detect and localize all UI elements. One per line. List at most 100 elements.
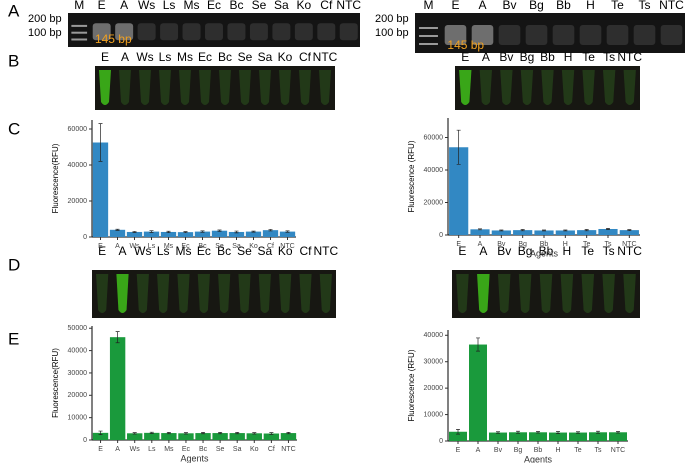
tube-label: A <box>479 244 487 258</box>
x-tick-label: Bg <box>518 241 527 248</box>
y-tick-label: 30000 <box>68 370 88 377</box>
lane-label: M <box>424 0 434 12</box>
lane-label: Bb <box>556 0 571 12</box>
x-tick-label: Bv <box>497 241 506 248</box>
y-tick-label: 20000 <box>68 198 88 205</box>
lane-label: NTC <box>659 0 684 12</box>
bar <box>262 230 279 237</box>
marker-label: 200 bp <box>375 13 409 25</box>
tube <box>157 274 170 313</box>
tube-label: Ec <box>198 50 212 64</box>
tube-label: Bv <box>499 50 513 64</box>
panel-label: B <box>8 51 19 70</box>
tube-label: E <box>101 50 109 64</box>
error-bar <box>456 429 460 435</box>
lane-label: NTC <box>336 0 361 12</box>
bar <box>92 432 109 440</box>
tube <box>456 274 469 313</box>
error-bar <box>563 229 568 232</box>
tube <box>136 274 149 313</box>
error-bar <box>234 230 239 234</box>
lane-label: Ts <box>639 0 651 12</box>
lane-label: Bv <box>502 0 516 12</box>
ladder-band <box>71 38 88 41</box>
x-tick-label: Cf <box>268 446 275 453</box>
lane-label: H <box>586 0 595 12</box>
tube-label: E <box>458 244 466 258</box>
bar <box>491 230 511 235</box>
error-bar <box>251 230 256 233</box>
tube-label: Ls <box>159 50 172 64</box>
tube <box>459 70 472 105</box>
bar <box>280 433 297 440</box>
x-tick-label: Te <box>583 241 591 248</box>
panel-label: D <box>8 255 20 274</box>
panel-label: E <box>8 329 19 348</box>
bar <box>529 432 547 441</box>
lane-label: E <box>451 0 459 12</box>
lane-glow <box>205 23 223 41</box>
ladder-band <box>71 31 88 34</box>
ladder-band <box>71 24 88 27</box>
lane-glow <box>249 23 268 41</box>
x-tick-label: Bc <box>199 446 208 453</box>
x-tick-label: Ls <box>148 446 156 453</box>
tube <box>99 70 111 105</box>
tube-image <box>92 270 336 318</box>
tube <box>239 70 251 105</box>
tube-label: NTC <box>617 50 642 64</box>
lane-label: Sa <box>274 0 289 12</box>
tube-label: Bv <box>497 244 511 258</box>
lane-glow <box>227 23 246 41</box>
bar <box>229 433 245 440</box>
tube-label: Ko <box>278 50 293 64</box>
tube-image <box>95 66 335 110</box>
tube <box>561 70 575 105</box>
x-tick-label: Bg <box>514 447 523 454</box>
tube-label: Te <box>582 50 595 64</box>
x-tick-label: Se <box>216 446 225 453</box>
tube <box>179 70 191 105</box>
y-tick-label: 60000 <box>68 126 88 133</box>
error-bar <box>200 230 205 233</box>
tube-label: Sa <box>258 50 273 64</box>
tube-label: Cf <box>300 244 313 258</box>
x-tick-label: Bv <box>494 447 503 454</box>
x-tick-label: Cf <box>267 243 274 250</box>
error-bar <box>576 431 580 434</box>
bar <box>92 142 109 237</box>
y-tick-label: 60000 <box>424 134 444 141</box>
x-tick-label: A <box>476 447 481 454</box>
bar <box>109 337 126 440</box>
lane-label: A <box>478 0 486 12</box>
tube-label: NTC <box>617 244 642 258</box>
tube-label: Bb <box>539 244 554 258</box>
x-tick-label: NTC <box>611 447 625 454</box>
bar <box>160 231 177 237</box>
error-bar <box>217 229 222 232</box>
error-bar <box>132 231 137 233</box>
bar <box>211 230 228 237</box>
bar <box>228 231 245 237</box>
x-tick-label: Ts <box>595 447 603 454</box>
error-bar <box>584 229 589 232</box>
bar <box>509 432 527 441</box>
error-bar <box>218 432 223 435</box>
x-axis-title: Agents <box>524 454 553 463</box>
tube <box>497 274 511 313</box>
tube <box>623 274 636 313</box>
tube-label: E <box>98 244 106 258</box>
x-tick-label: Se <box>215 243 224 250</box>
y-tick-label: 20000 <box>68 392 88 399</box>
x-tick-label: Bb <box>540 241 549 248</box>
lane-glow <box>294 23 313 41</box>
tube-label: Ms <box>176 244 192 258</box>
bar <box>245 231 262 237</box>
lane-glow <box>339 23 358 41</box>
tube <box>541 70 554 105</box>
tube <box>299 70 311 105</box>
error-bar <box>596 430 600 434</box>
x-tick-label: NTC <box>280 243 294 250</box>
tube <box>238 274 251 313</box>
tube-label: Bb <box>540 50 555 64</box>
